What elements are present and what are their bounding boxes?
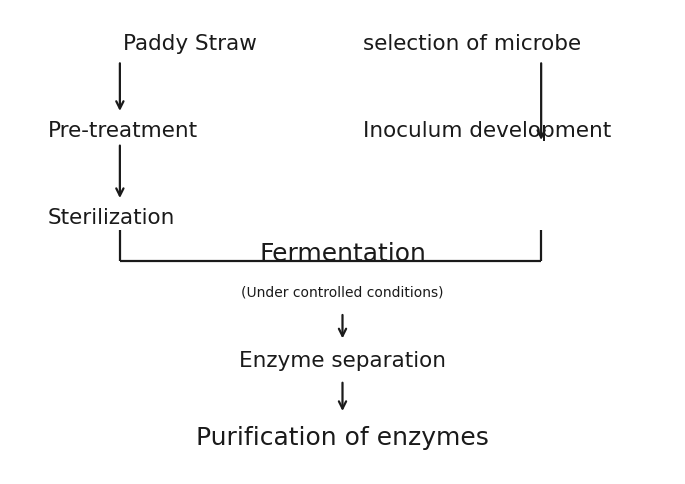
Text: Purification of enzymes: Purification of enzymes (196, 426, 489, 450)
Text: Sterilization: Sterilization (48, 208, 175, 228)
Text: Pre-treatment: Pre-treatment (48, 121, 198, 141)
Text: Paddy Straw: Paddy Straw (123, 33, 257, 54)
Text: selection of microbe: selection of microbe (363, 33, 581, 54)
Text: Fermentation: Fermentation (259, 242, 426, 266)
Text: (Under controlled conditions): (Under controlled conditions) (241, 286, 444, 300)
Text: Enzyme separation: Enzyme separation (239, 350, 446, 371)
Text: Inoculum development: Inoculum development (363, 121, 611, 141)
